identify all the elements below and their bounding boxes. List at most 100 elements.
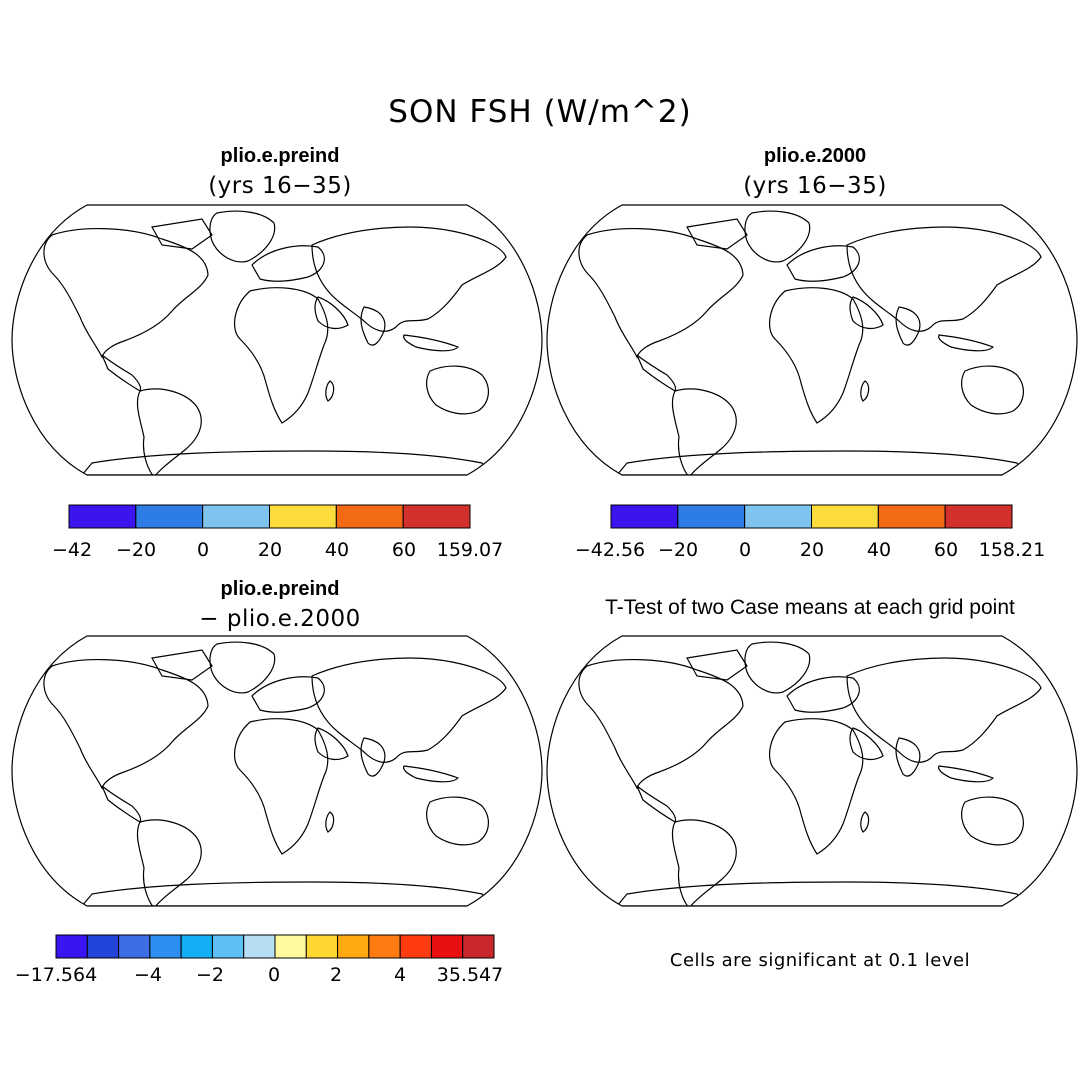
field-region [807,676,1027,706]
colorbar-swatch [68,504,137,529]
colorbar-swatch [368,934,401,959]
field-region [675,391,697,410]
field-region [282,786,332,836]
field-region [464,814,484,834]
cbar-tl-label: −20 [116,539,156,561]
map-frame [11,204,543,476]
colorbar-swatch [211,934,245,959]
cbar-tl-label: 159.07 [437,539,503,561]
ttest-note: Cells are significant at 0.1 level [669,950,971,971]
cbar-tl-label: 60 [392,539,416,561]
field-region [242,325,312,355]
field-region [52,267,212,285]
field-region [787,255,1042,281]
colorbar-tr-labels: −42.56 −20 0 20 40 60 158.21 [575,539,1045,561]
field-region [144,856,184,898]
field-region [817,804,847,824]
cbar-tr-label: 20 [800,539,824,561]
colorbar-swatch [202,504,271,529]
field-region [92,726,132,756]
cbar-bl-label: 2 [330,964,342,986]
field-region [312,686,452,726]
colorbar-swatch [811,504,879,529]
cbar-tr-label: 0 [739,539,751,561]
colorbar-swatch [677,504,746,529]
field-region [805,375,857,427]
panel-bl-title: plio.e.preind [220,578,340,600]
field-region [422,363,497,417]
cbar-tr-label: 60 [934,539,958,561]
field-region [52,666,212,716]
cbar-tr-label: 158.21 [979,539,1045,561]
field-region [252,255,507,281]
cbar-bl-label: 35.547 [437,964,503,986]
field-region [312,265,492,305]
field-region [282,355,332,385]
map-frame [11,635,543,907]
colorbar-swatch [86,934,120,959]
field-region [877,706,977,736]
cbar-bl-label: 0 [268,964,280,986]
map-frame [546,635,1078,907]
field-region [682,826,727,851]
field-region [162,824,200,858]
field-region [82,289,152,337]
coastline [43,210,507,475]
land-fill [43,642,507,906]
colorbar-swatch [135,504,204,529]
colorbar-swatch [337,934,370,959]
colorbar-swatch [243,934,276,959]
field-region [747,211,809,235]
cbar-bl-label: −17.564 [15,964,97,986]
colorbar-swatch [335,504,404,529]
colorbar-swatch [269,504,337,529]
land-fill [578,211,1042,475]
field-region [292,826,322,851]
colorbar-swatch [180,934,213,959]
field-region [957,363,1032,417]
field-region [242,726,312,776]
cbar-tl-label: 20 [258,539,282,561]
world-map [546,204,1078,476]
cbar-tr-label: 40 [867,539,891,561]
field-region [587,267,747,285]
cbar-bl-label: 4 [394,964,406,986]
colorbar-swatch [118,934,151,959]
colorbar-swatch [305,934,339,959]
coastline [578,641,1042,906]
colorbar-swatch [149,934,182,959]
cbar-tl-label: −42 [52,539,92,561]
map-frame [546,204,1078,476]
coastline [43,641,507,906]
panel-br-title: T-Test of two Case means at each grid po… [605,596,1015,619]
field-region [162,395,202,435]
colorbar [55,934,495,959]
field-region [697,395,737,435]
field-region [43,211,507,283]
field-region [607,666,737,711]
cbar-bl-label: −2 [196,964,224,986]
field-region [270,375,322,427]
panel-tr-subtitle: (yrs 16−35) [743,173,887,199]
field-region [362,736,392,761]
colorbar-tl-labels: −42 −20 0 20 40 60 159.07 [52,539,503,561]
world-map [11,204,543,476]
panel-tl-title: plio.e.preind [220,145,340,167]
panel-tr-title: plio.e.2000 [763,145,867,167]
colorbar-swatch [274,934,307,959]
cbar-bl-label: −4 [134,964,162,986]
panel-tl-subtitle: (yrs 16−35) [208,173,352,199]
colorbar-swatch [744,504,813,529]
colorbar-swatch [462,934,495,959]
field-region [777,325,847,355]
field-region [817,355,867,385]
colorbar-bl-labels: −17.564 −4 −2 0 2 4 35.547 [15,964,503,986]
figure-title: SON FSH (W/m^2) [388,94,692,130]
field-region [212,211,274,235]
field-region [92,676,162,696]
field-region [847,265,1027,305]
colorbar-swatch [399,934,432,959]
field-region [112,457,482,467]
colorbar-swatch [944,504,1013,529]
